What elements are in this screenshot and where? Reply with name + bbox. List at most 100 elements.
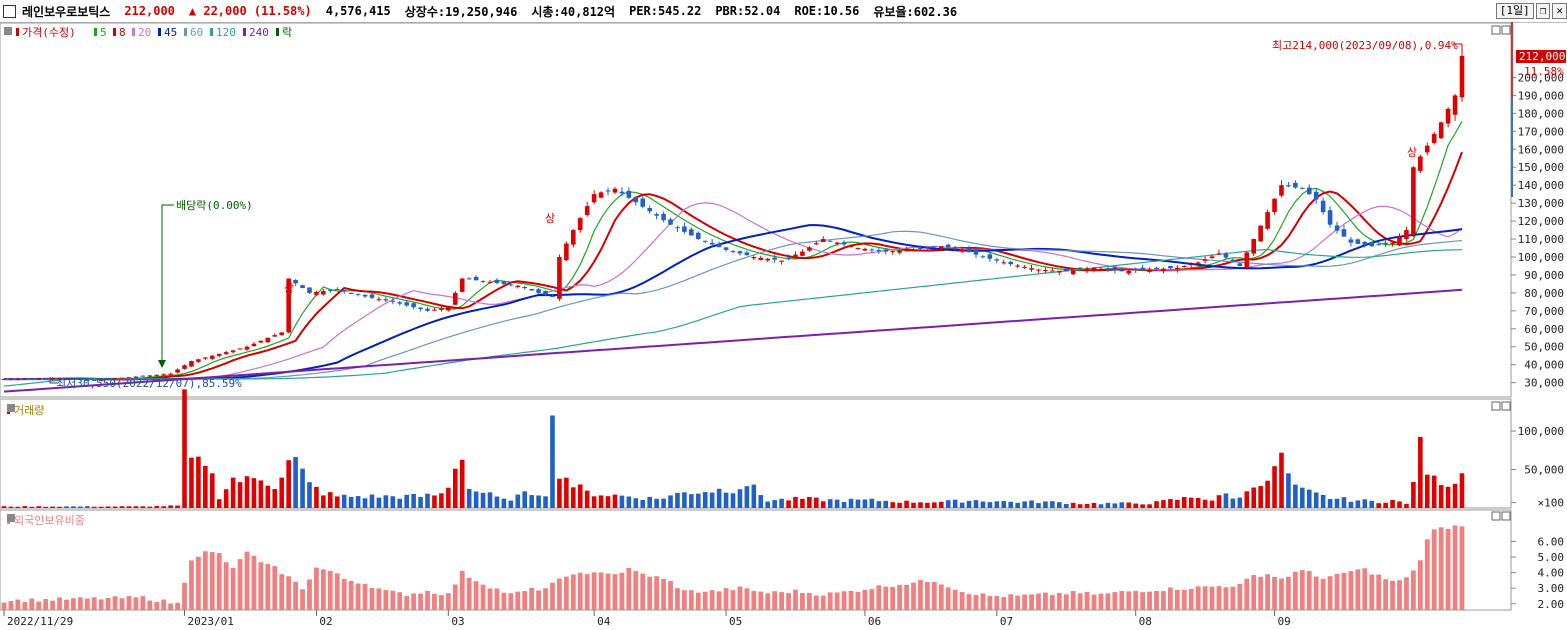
foreign-panel-toggle[interactable] xyxy=(7,514,15,522)
price-scrollbar-up[interactable] xyxy=(1511,22,1513,97)
foreign-bar xyxy=(619,572,625,610)
current-price-tag xyxy=(1516,50,1566,63)
candle-body xyxy=(515,285,521,288)
volume-bar xyxy=(716,488,722,508)
volume-bar xyxy=(1008,501,1014,508)
candle-body xyxy=(1175,267,1180,270)
ma-line-5 xyxy=(4,121,1463,381)
candle-body xyxy=(1063,268,1069,272)
foreign-bar xyxy=(265,563,271,610)
foreign-bar xyxy=(1445,528,1451,610)
candle-body xyxy=(1230,259,1236,262)
volume-bar xyxy=(883,500,889,508)
x-axis-label: 02 xyxy=(319,615,332,628)
candle-body xyxy=(216,353,222,356)
volume-bar xyxy=(175,505,180,508)
foreign-bar xyxy=(202,551,208,610)
volume-bar xyxy=(730,493,736,508)
candle-body xyxy=(446,307,451,311)
foreign-bar xyxy=(383,590,389,610)
volume-bar xyxy=(1,506,7,508)
foreign-bar xyxy=(744,588,750,610)
foreign-bar xyxy=(640,573,646,610)
price-panel-buttons[interactable] xyxy=(1491,25,1511,35)
candle-body xyxy=(1286,185,1291,187)
volume-bar xyxy=(515,494,521,508)
restore-icon[interactable]: ❐ xyxy=(1535,3,1551,19)
volume-bar xyxy=(723,492,729,508)
candle-body xyxy=(675,227,680,229)
volume-panel-buttons[interactable] xyxy=(1491,401,1511,411)
foreign-bar xyxy=(182,582,187,610)
volume-bar xyxy=(383,495,389,508)
price-y-tick-label: 140,000 xyxy=(1518,179,1564,192)
volume-panel-toggle[interactable] xyxy=(7,404,15,412)
candle-body xyxy=(619,191,625,194)
volume-bar xyxy=(307,482,312,508)
volume-y-tick-label: ×100 xyxy=(1538,497,1565,510)
close-icon[interactable]: ✕ xyxy=(1552,3,1567,19)
volume-bar xyxy=(362,498,368,508)
candle-body xyxy=(848,246,854,248)
price-y-tick-label: 110,000 xyxy=(1518,233,1564,246)
candle-body xyxy=(1168,266,1173,269)
candle-body xyxy=(140,375,146,377)
volume-bar xyxy=(945,500,951,508)
foreign-bar xyxy=(688,590,694,610)
legend-marker xyxy=(243,28,246,36)
period-button[interactable]: [1일] xyxy=(1495,3,1534,19)
volume-bar xyxy=(36,506,42,508)
volume-bar xyxy=(341,494,347,508)
volume-bar xyxy=(279,477,285,508)
volume-bar xyxy=(959,502,965,508)
price-scrollbar-down[interactable] xyxy=(1511,97,1513,197)
foreign-bar xyxy=(508,593,514,610)
candle-body xyxy=(307,287,312,293)
foreign-bar xyxy=(1334,573,1340,610)
foreign-bar xyxy=(557,578,562,610)
volume-bar xyxy=(876,501,882,508)
foreign-bar xyxy=(64,599,69,610)
candle-body xyxy=(459,278,465,292)
volume-bar xyxy=(466,488,472,508)
foreign-bar xyxy=(1258,576,1264,610)
volume-bar xyxy=(272,489,278,508)
foreign-bar xyxy=(216,553,222,610)
candle-body xyxy=(1445,108,1451,124)
candle-body xyxy=(64,378,69,380)
foreign-bar xyxy=(1063,594,1069,610)
candle-body xyxy=(869,249,875,251)
candle-body xyxy=(855,248,861,250)
volume-bar xyxy=(820,501,826,508)
volume-bar xyxy=(675,492,680,508)
x-axis-label: 2022/11/29 xyxy=(7,615,73,628)
foreign-panel-buttons[interactable] xyxy=(1491,511,1511,521)
foreign-bar xyxy=(515,591,521,610)
candle-body xyxy=(1376,244,1381,246)
x-axis-label: 06 xyxy=(868,615,881,628)
volume-bar xyxy=(22,506,28,508)
foreign-bar xyxy=(931,581,937,610)
price-panel-toggle[interactable] xyxy=(4,27,12,35)
volume-bar xyxy=(1070,502,1076,508)
volume-bar xyxy=(1376,503,1381,508)
foreign-bar xyxy=(8,601,14,610)
volume-bar xyxy=(1168,499,1173,508)
foreign-bar xyxy=(938,584,944,610)
volume-bar xyxy=(1320,494,1326,508)
candle-body xyxy=(1105,268,1111,270)
volume-bar xyxy=(321,495,326,508)
volume-bar xyxy=(182,389,187,508)
legend-marker xyxy=(113,28,116,36)
candle-body xyxy=(439,308,444,310)
volume-bar xyxy=(772,500,777,508)
select-checkbox[interactable] xyxy=(3,4,16,18)
volume-bar xyxy=(1459,473,1465,508)
candle-body xyxy=(328,289,333,291)
volume-bar xyxy=(1077,504,1083,508)
volume-bar xyxy=(1050,501,1055,508)
volume-bar xyxy=(1362,499,1368,508)
volume-bar xyxy=(1022,501,1027,508)
volume-bar xyxy=(994,501,1000,508)
candle-body xyxy=(1411,167,1416,235)
